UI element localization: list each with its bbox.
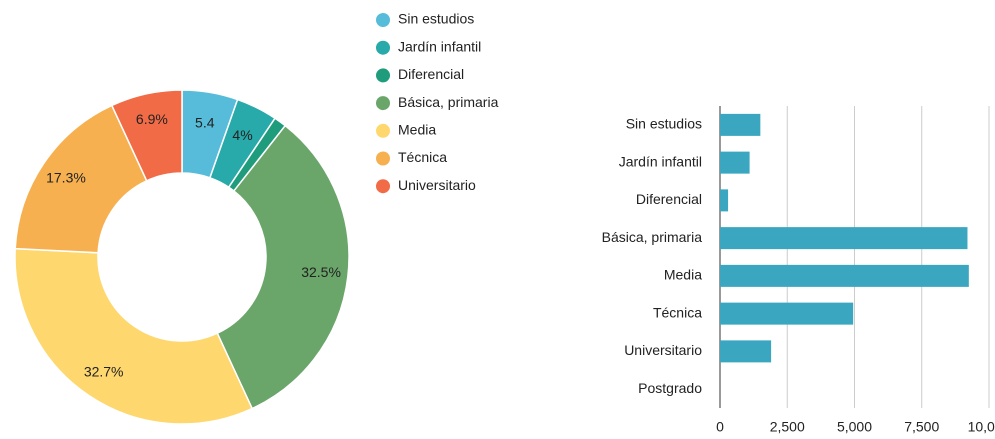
legend-swatch	[376, 151, 390, 166]
bar	[720, 227, 968, 250]
donut-slice	[14, 104, 148, 254]
slice-label: 32.5%	[301, 264, 341, 280]
donut-slice	[110, 89, 183, 182]
donut-slice	[14, 247, 254, 425]
slice-label: 32.7%	[84, 364, 124, 380]
bar	[720, 189, 729, 212]
legend-swatch	[376, 13, 390, 27]
x-tick-label: 7,500	[904, 419, 939, 435]
bar	[720, 113, 761, 136]
bar	[720, 151, 750, 174]
y-tick-label: Diferencial	[636, 191, 702, 207]
y-tick-label: Sin estudios	[626, 116, 702, 132]
legend-label: Universitario	[398, 177, 476, 193]
legend-label: Técnica	[398, 149, 447, 165]
bar	[720, 340, 772, 363]
y-tick-label: Postgrado	[638, 380, 702, 396]
legend-swatch	[376, 123, 390, 138]
y-tick-label: Media	[664, 267, 702, 283]
legend-label: Media	[398, 122, 436, 138]
x-tick-label: 10,000	[968, 419, 995, 435]
donut-slice	[216, 124, 350, 410]
legend-swatch	[376, 179, 390, 194]
legend-label: Sin estudios	[398, 11, 474, 27]
x-tick-label: 0	[716, 419, 724, 435]
legend-swatch	[376, 68, 390, 83]
slice-label: 17.3%	[46, 169, 86, 185]
legend-label: Básica, primaria	[398, 94, 499, 110]
slice-label: 6.9%	[136, 111, 168, 127]
legend-label: Diferencial	[398, 66, 464, 82]
y-tick-label: Jardín infantil	[619, 153, 702, 169]
bar	[720, 302, 854, 325]
slice-label: 4%	[232, 127, 252, 143]
bar	[720, 264, 969, 287]
y-tick-label: Universitario	[624, 342, 702, 358]
y-tick-label: Básica, primaria	[602, 229, 703, 245]
y-tick-label: Técnica	[653, 304, 702, 320]
x-tick-label: 5,000	[837, 419, 872, 435]
legend-label: Jardín infantil	[398, 38, 481, 54]
legend-swatch	[376, 96, 390, 111]
x-tick-label: 2,500	[770, 419, 805, 435]
legend-swatch	[376, 40, 390, 55]
slice-label: 5.4	[195, 115, 215, 131]
